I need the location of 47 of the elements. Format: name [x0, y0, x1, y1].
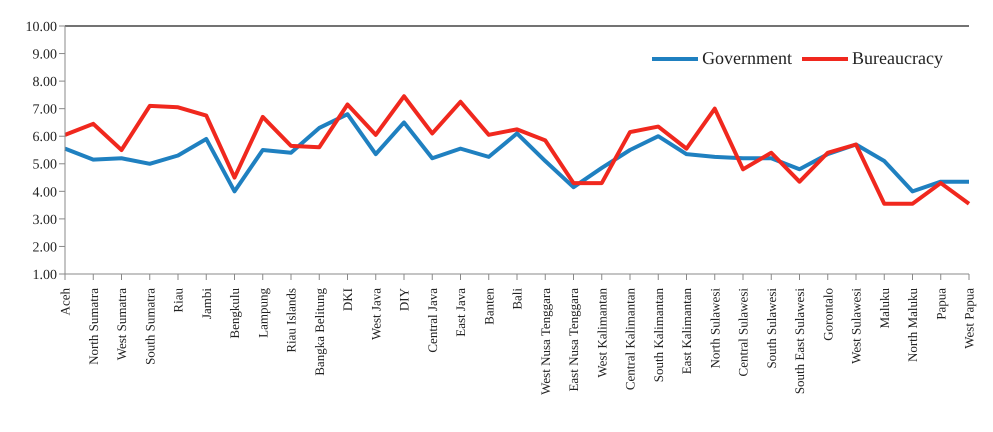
y-tick-label: 6.00 [32, 130, 57, 146]
x-tick-label: DIY [396, 287, 412, 312]
legend-label: Government [702, 48, 792, 69]
x-tick-label: Riau Islands [284, 288, 298, 353]
x-tick-label: Jambi [198, 288, 214, 320]
y-tick-label: 5.00 [32, 158, 57, 173]
line-series [63, 112, 971, 194]
x-tick-label: West Java [368, 288, 384, 340]
x-tick-label: Central Java [424, 288, 440, 353]
x-tick-label: South Sulawesi [764, 288, 779, 369]
line-series [63, 94, 971, 206]
y-tick-label: 2.00 [32, 240, 57, 256]
y-tick-label: 1.00 [32, 268, 57, 283]
x-tick-label: West Papua [962, 288, 976, 349]
x-tick-label: South Sumatra [142, 288, 158, 365]
y-tick-label: 10.00 [26, 20, 57, 35]
x-tick-label: Bali [510, 288, 524, 310]
y-tick-label: 3.00 [32, 212, 57, 228]
x-tick-label: Central Kalimantan [622, 288, 638, 390]
x-tick-label: West Nusa Tenggara [538, 288, 553, 395]
x-tick-label: West Sumatra [114, 288, 129, 360]
x-tick-label: West Kalimantan [594, 288, 610, 378]
x-tick-label: South Kalimantan [650, 288, 666, 382]
x-tick-label: South East Sulawesi [792, 288, 807, 394]
x-tick-label: Papua [933, 288, 948, 320]
x-tick-label: Bengkulu [227, 288, 242, 339]
y-tick-label: 9.00 [32, 48, 57, 63]
x-tick-label: Bangka Belitung [312, 288, 327, 376]
x-tick-label: North Sumatra [86, 288, 101, 365]
x-tick-label: East Nusa Tenggara [566, 288, 581, 392]
x-tick-label: East Java [453, 288, 468, 337]
x-tick-label: West Sulawesi [848, 288, 864, 364]
y-tick-label: 4.00 [32, 185, 57, 200]
y-tick-label: 8.00 [32, 75, 57, 90]
x-tick-label: Banten [481, 288, 496, 325]
x-tick-label: Lampung [255, 288, 270, 338]
legend-label: Bureaucracy [852, 48, 943, 69]
x-tick-label: Maluku [876, 288, 892, 328]
x-tick-label: East Kalimantan [679, 288, 694, 374]
x-tick-label: Gorontalo [820, 288, 836, 341]
x-tick-label: Aceh [58, 288, 72, 316]
x-tick-label: DKI [340, 288, 355, 312]
x-tick-label: Central Sulawesi [736, 288, 750, 376]
x-tick-label: Riau [170, 288, 186, 313]
x-tick-label: North Maluku [905, 288, 920, 362]
y-tick-label: 7.00 [32, 102, 57, 118]
x-tick-label: North Sulawesi [707, 288, 722, 369]
